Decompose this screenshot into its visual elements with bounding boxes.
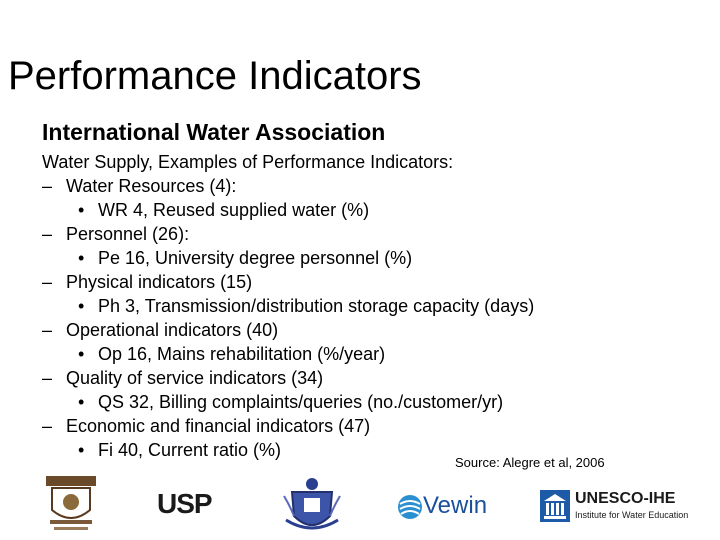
category-item: – Quality of service indicators (34) [42, 366, 702, 390]
category-item: – Physical indicators (15) [42, 270, 702, 294]
category-label: Water Resources (4): [66, 176, 237, 196]
dash-glyph: – [42, 224, 53, 244]
usp-logo-mark [157, 490, 217, 518]
vewin-logo: Vewin [397, 492, 497, 522]
vewin-logo-text: Vewin [423, 492, 488, 519]
usp-logo: USP [157, 488, 217, 523]
category-label: Personnel (26): [66, 224, 190, 244]
vewin-globe-icon [398, 495, 422, 519]
example-item: • WR 4, Reused supplied water (%) [42, 198, 702, 222]
dash-glyph: – [42, 368, 53, 388]
example-text: Ph 3, Transmission/distribution storage … [98, 296, 535, 316]
unesco-ihe-logo: UNESCO-IHE Institute for Water Education [540, 490, 690, 524]
example-item: • Op 16, Mains rehabilitation (%/year) [42, 342, 702, 366]
indicator-list: Water Supply, Examples of Performance In… [42, 150, 702, 462]
bullet-glyph: • [78, 440, 85, 460]
example-item: • QS 32, Billing complaints/queries (no./… [42, 390, 702, 414]
example-item: • Fi 40, Current ratio (%) [42, 438, 702, 462]
intro-text: Water Supply, Examples of Performance In… [42, 152, 454, 172]
example-text: Fi 40, Current ratio (%) [98, 440, 282, 460]
category-label: Quality of service indicators (34) [66, 368, 324, 388]
source-citation: Source: Alegre et al, 2006 [455, 455, 605, 470]
page-subtitle: International Water Association [42, 119, 386, 145]
example-text: Op 16, Mains rehabilitation (%/year) [98, 344, 386, 364]
example-text: Pe 16, University degree personnel (%) [98, 248, 413, 268]
university-crest-logo [46, 476, 96, 530]
unesco-ihe-tagline: Institute for Water Education [575, 510, 689, 520]
category-label: Physical indicators (15) [66, 272, 253, 292]
dash-glyph: – [42, 416, 53, 436]
example-item: • Pe 16, University degree personnel (%) [42, 246, 702, 270]
bullet-glyph: • [78, 248, 85, 268]
example-text: QS 32, Billing complaints/queries (no./c… [98, 392, 504, 412]
category-label: Economic and financial indicators (47) [66, 416, 371, 436]
dash-glyph: – [42, 272, 53, 292]
bullet-glyph: • [78, 200, 85, 220]
example-text: WR 4, Reused supplied water (%) [98, 200, 370, 220]
bullet-glyph: • [78, 296, 85, 316]
category-item: – Personnel (26): [42, 222, 702, 246]
example-item: • Ph 3, Transmission/distribution storage… [42, 294, 702, 318]
page-title: Performance Indicators [8, 54, 422, 98]
usp-logo-text: USP [157, 488, 213, 519]
category-item: – Operational indicators (40) [42, 318, 702, 342]
unesco-ihe-name: UNESCO-IHE [575, 490, 676, 507]
dash-glyph: – [42, 176, 53, 196]
temple-icon [540, 490, 570, 522]
category-label: Operational indicators (40) [66, 320, 279, 340]
dash-glyph: – [42, 320, 53, 340]
bullet-glyph: • [78, 392, 85, 412]
category-item: – Economic and financial indicators (47) [42, 414, 702, 438]
logo-strip: USP Vewin UNESCO-IHE Institute [0, 470, 720, 540]
institution-crest-logo [283, 478, 341, 530]
bullet-glyph: • [78, 344, 85, 364]
category-item: – Water Resources (4): [42, 174, 702, 198]
